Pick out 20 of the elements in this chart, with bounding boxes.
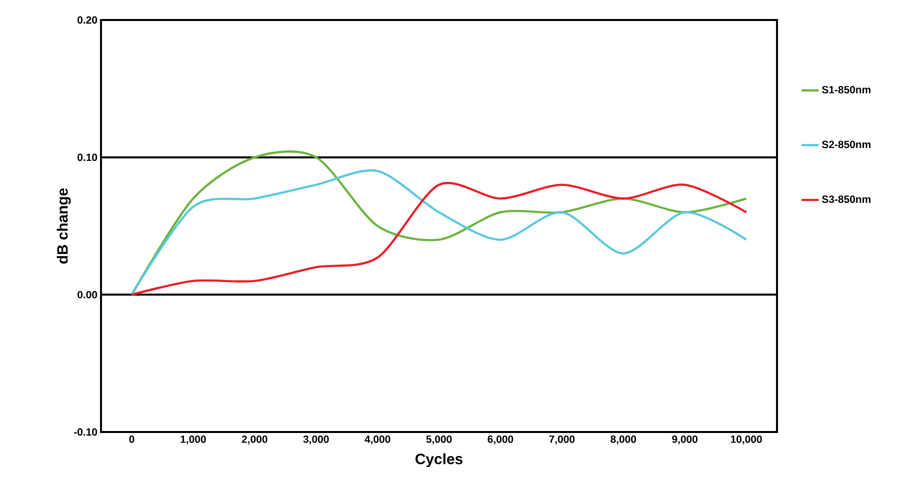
legend-label: S2-850nm [822,140,870,148]
x-tick-label: 3,000 [303,436,329,444]
x-tick-label: 8,000 [610,436,636,444]
x-tick-label: 2,000 [242,436,268,444]
x-tick-label: 1,000 [180,436,206,444]
y-tick-label: 0.20 [78,16,98,24]
x-tick-label: 4,000 [364,436,390,444]
x-tick-label: 0 [129,436,134,443]
x-tick-label: 10,000 [730,436,762,444]
x-tick-label: 5,000 [426,436,452,444]
x-tick-label: 7,000 [549,436,575,444]
x-axis-title: Cycles [416,453,462,468]
y-tick-label: 0.00 [78,290,98,298]
x-tick-label: 9,000 [672,436,698,444]
y-tick-label: 0.10 [78,154,98,162]
y-tick-label: -0.10 [74,428,98,436]
legend-label: S3-850nm [822,196,870,203]
x-tick-label: 6,000 [488,436,514,444]
y-axis-title: dB change [56,188,71,264]
legend-label: S1-850nm [822,86,870,94]
